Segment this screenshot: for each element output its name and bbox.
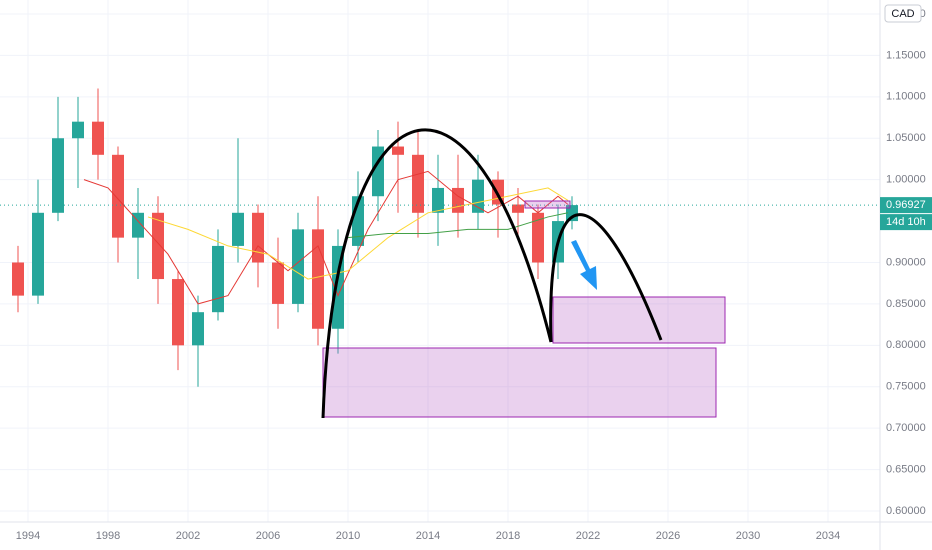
zone-box	[524, 200, 571, 209]
candle-body	[532, 212, 544, 263]
y-tick-label: 0.75000	[886, 381, 926, 393]
moving-average	[347, 212, 569, 239]
moving-average	[83, 170, 569, 305]
candle-body	[112, 154, 124, 238]
candle-body	[312, 229, 324, 329]
y-tick-label: 1.05000	[886, 132, 926, 144]
last-price-tag	[880, 197, 932, 214]
countdown-tag	[880, 214, 932, 231]
candle-body	[72, 121, 84, 139]
candle-body	[392, 146, 404, 155]
currency-badge	[884, 4, 922, 23]
x-tick-label: 2006	[256, 530, 280, 542]
y-tick-label: 1.10000	[886, 91, 926, 103]
x-tick-label: 1998	[96, 530, 120, 542]
y-tick-label: 1.15000	[886, 49, 926, 61]
grid	[0, 0, 880, 522]
x-tick-label: 2010	[336, 530, 360, 542]
x-tick-label: 2034	[816, 530, 840, 542]
candle-body	[272, 262, 284, 304]
axes: 0.60000 0.65000 0.70000 0.75000 0.80000 0.850…	[16, 8, 932, 542]
x-tick-label: 1994	[16, 530, 40, 542]
candle-body	[152, 212, 164, 280]
y-tick-label: 0.65000	[886, 463, 926, 475]
plot	[0, 88, 880, 387]
candle-body	[92, 121, 104, 155]
y-tick-label: 0.60000	[886, 505, 926, 517]
y-tick-label: 0.80000	[886, 339, 926, 351]
last-price: 0.96927	[886, 199, 926, 211]
candle-body	[32, 212, 44, 296]
candle-body	[292, 229, 304, 304]
x-tick-label: 2002	[176, 530, 200, 542]
arc	[549, 213, 663, 343]
arc	[321, 128, 553, 419]
y-tick-label: 0.90000	[886, 256, 926, 268]
zone-box	[552, 296, 726, 344]
candle-body	[52, 138, 64, 213]
currency: CAD	[891, 8, 914, 20]
candle-body	[172, 279, 184, 346]
y-tick-label: 0.70000	[886, 422, 926, 434]
x-tick-label: 2018	[496, 530, 520, 542]
arrow	[571, 240, 597, 290]
candle-body	[192, 312, 204, 346]
moving-average	[147, 187, 569, 280]
candle-body	[452, 187, 464, 213]
candle-body	[132, 212, 144, 238]
x-tick-label: 2014	[416, 530, 440, 542]
x-tick-label: 2026	[656, 530, 680, 542]
candle-body	[12, 262, 24, 296]
countdown: 14d 10h	[886, 216, 926, 228]
drawings	[321, 128, 726, 419]
candle-body	[212, 245, 224, 313]
candle-body	[232, 212, 244, 246]
candle-body	[412, 154, 424, 213]
x-tick-label: 2022	[576, 530, 600, 542]
candle-body	[472, 179, 484, 213]
y-tick-label: 0.85000	[886, 298, 926, 310]
y-tick-label: 1.00000	[886, 174, 926, 186]
candle-body	[432, 187, 444, 213]
zone-box	[322, 347, 717, 418]
candle-body	[252, 212, 264, 263]
x-tick-label: 2030	[736, 530, 760, 542]
candle-body	[512, 204, 524, 213]
